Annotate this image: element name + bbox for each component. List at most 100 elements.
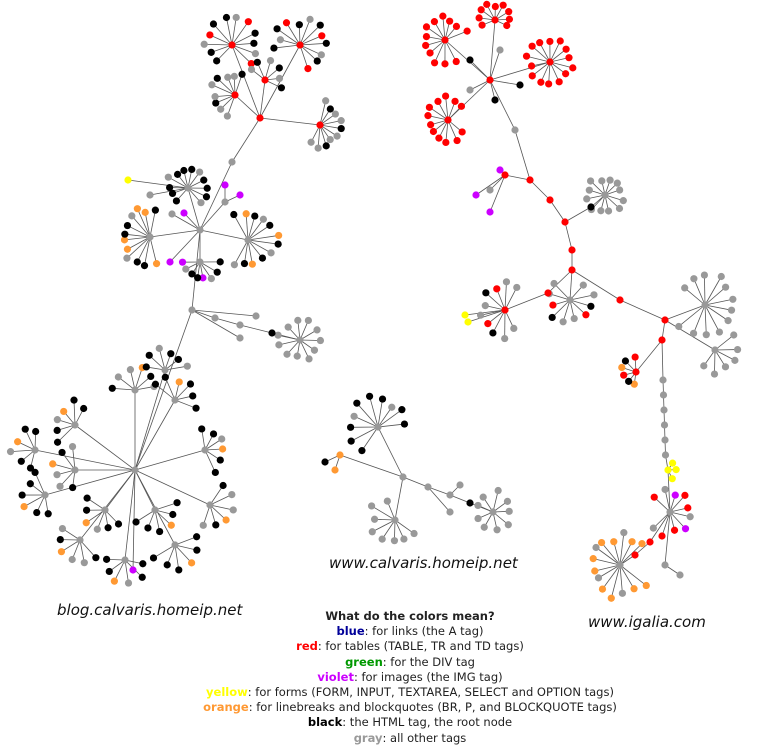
graph-node — [474, 514, 482, 523]
graph-edge — [199, 201, 226, 231]
graph-edge — [531, 45, 551, 63]
graph-edge — [209, 504, 234, 511]
graph-node — [209, 20, 218, 28]
graph-node — [247, 59, 255, 68]
graph-node — [242, 210, 250, 218]
graph-node — [429, 127, 438, 136]
graph-edge — [619, 532, 625, 566]
graph-edge — [149, 187, 189, 196]
graph-edge — [174, 544, 197, 551]
graph-node — [314, 144, 322, 152]
graph-node — [476, 311, 485, 319]
graph-node — [729, 295, 737, 303]
graph-edge — [213, 23, 233, 46]
graph-node — [689, 329, 698, 337]
graph-edge — [504, 287, 518, 311]
graph-edge — [52, 463, 76, 471]
graph-edge — [154, 509, 161, 532]
graph-node — [145, 351, 153, 359]
graph-node — [556, 37, 564, 45]
graph-edge — [134, 309, 193, 471]
graph-node — [147, 372, 155, 380]
graph-node — [83, 494, 91, 502]
graph-edge — [23, 494, 46, 507]
graph-node — [296, 41, 304, 49]
graph-node — [80, 559, 88, 567]
graph-edge — [447, 119, 458, 141]
graph-node — [425, 103, 434, 111]
graph-edge — [426, 26, 446, 41]
graph-edge — [10, 449, 36, 453]
graph-node — [180, 166, 188, 175]
graph-edge — [377, 426, 404, 478]
graph-edge — [299, 19, 311, 46]
graph-node — [422, 41, 430, 50]
site-label-igalia: www.igalia.com — [588, 613, 706, 631]
graph-edge — [475, 174, 506, 196]
graph-node — [642, 581, 650, 590]
graph-node — [244, 236, 252, 244]
graph-node — [31, 468, 39, 476]
graph-node — [121, 230, 129, 238]
graph-node — [631, 551, 639, 559]
graph-node — [610, 538, 618, 546]
graph-edge — [569, 269, 573, 301]
graph-node — [26, 464, 35, 472]
graph-node — [6, 448, 15, 456]
graph-node — [666, 508, 674, 516]
graph-node — [671, 491, 679, 499]
graph-node — [250, 39, 258, 47]
graph-edge — [169, 229, 201, 263]
graph-edge — [489, 61, 551, 81]
graph-edge — [445, 119, 449, 143]
graph-edge — [704, 286, 726, 306]
graph-node — [238, 70, 246, 78]
graph-edge — [714, 349, 716, 375]
graph-node — [318, 32, 326, 40]
graph-edge — [168, 176, 189, 189]
graph-node — [424, 483, 432, 491]
legend-item-red: red: for tables (TABLE, TR and TD tags) — [296, 639, 524, 654]
graph-edge — [369, 396, 379, 428]
graph-node — [631, 353, 639, 361]
graph-node — [155, 344, 163, 352]
graph-node — [365, 392, 374, 400]
graph-node — [218, 435, 226, 443]
graph-node — [133, 205, 141, 213]
graph-edge — [134, 369, 166, 471]
graph-edge — [693, 278, 706, 306]
graph-node — [229, 506, 237, 514]
graph-node — [587, 203, 595, 211]
graph-node — [333, 132, 341, 140]
graph-edge — [444, 39, 457, 62]
graph-node — [266, 221, 274, 229]
graph-node — [453, 136, 461, 145]
graph-edge — [231, 117, 261, 163]
graph-edge — [667, 469, 671, 513]
graph-node — [41, 491, 49, 499]
graph-node — [141, 208, 149, 216]
graph-node — [133, 258, 141, 266]
graph-node — [701, 301, 709, 309]
graph-node — [598, 177, 606, 185]
graph-edge — [444, 30, 468, 41]
graph-node — [480, 523, 488, 531]
graph-node — [306, 15, 314, 23]
graph-node — [484, 320, 492, 328]
graph-node — [151, 380, 160, 388]
graph-edge — [661, 339, 664, 381]
site-label-blog: blog.calvaris.homeip.net — [57, 601, 243, 619]
graph-node — [649, 524, 657, 532]
graph-node — [230, 261, 238, 269]
graph-edge — [664, 511, 671, 566]
graph-node — [661, 561, 669, 569]
graph-node — [124, 579, 133, 587]
graph-edge — [394, 476, 404, 521]
graph-node — [336, 451, 344, 459]
graph-node — [57, 548, 66, 556]
graph-node — [442, 138, 450, 147]
graph-node — [474, 501, 482, 510]
graph-node — [53, 426, 61, 435]
graph-edge — [216, 44, 233, 62]
graph-node — [424, 112, 432, 120]
